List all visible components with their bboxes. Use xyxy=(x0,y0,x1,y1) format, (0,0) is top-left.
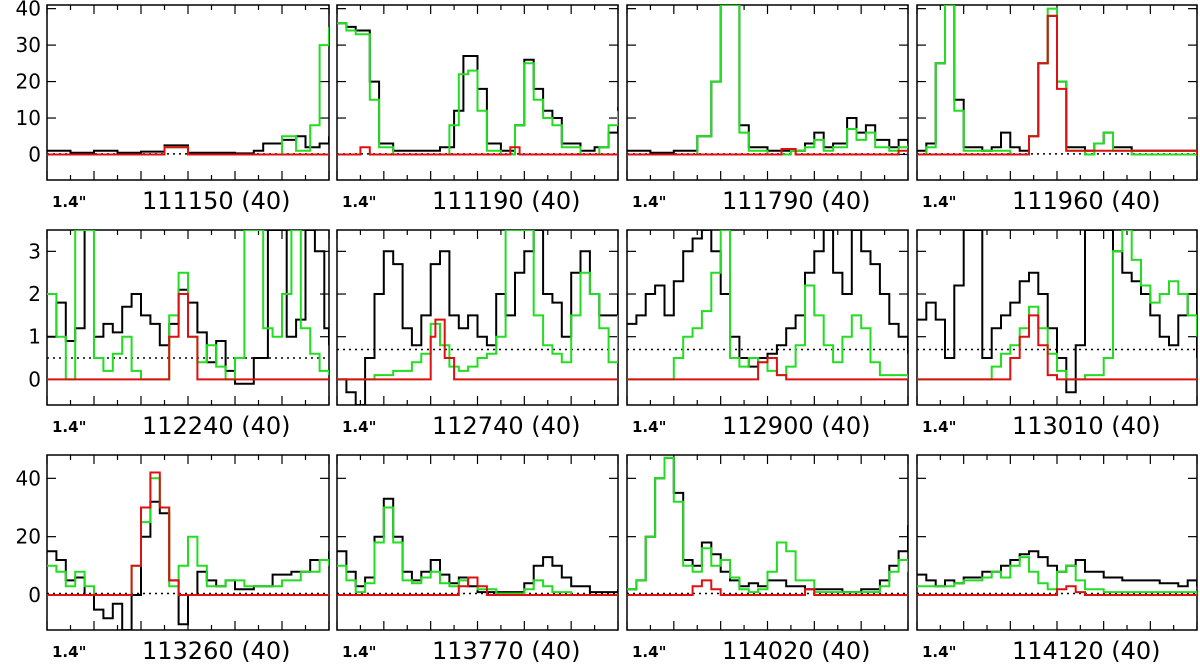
model-total-spectrum xyxy=(47,477,329,596)
panel-plot-area xyxy=(337,22,618,156)
panel-111190: 1.4" 111190 (40) xyxy=(336,4,619,215)
beam-label: 1.4" xyxy=(632,643,666,661)
model-total-spectrum xyxy=(47,26,329,156)
model-species-spectrum xyxy=(47,293,329,381)
beam-label: 1.4" xyxy=(922,193,956,211)
y-tick-label: 10 xyxy=(16,106,41,130)
panel-111960: 1.4" 111960 (40) xyxy=(916,4,1198,215)
panel-114120: 1.4" 114120 (40) xyxy=(916,454,1198,665)
panel-112740: 1.4" 112740 (40) xyxy=(336,229,619,440)
panel-label: 113260 (40) xyxy=(142,637,291,665)
model-species-spectrum xyxy=(917,14,1197,156)
panel-label: 111960 (40) xyxy=(1012,187,1161,215)
model-species-spectrum xyxy=(627,148,908,156)
panel-label: 114120 (40) xyxy=(1012,637,1161,665)
observed-spectrum xyxy=(47,135,329,155)
observed-spectrum xyxy=(337,22,618,152)
model-total-spectrum xyxy=(337,22,618,156)
beam-label: 1.4" xyxy=(632,193,666,211)
panel-plot-area xyxy=(917,550,1197,596)
panel-113770: 1.4" 113770 (40) xyxy=(336,454,619,665)
panel-111150: 0 10 20 30 40 1.4" 111150 (40) xyxy=(16,0,330,215)
panel-114020: 1.4" 114020 (40) xyxy=(626,454,909,665)
panel-plot-area xyxy=(627,5,908,156)
panel-112900: 1.4" 112900 (40) xyxy=(626,229,909,440)
y-tick-label: 0 xyxy=(28,583,41,607)
beam-label: 1.4" xyxy=(632,418,666,436)
panel-113260: 0 20 40 1.4" 113260 (40) xyxy=(16,454,330,665)
panel-plot-area xyxy=(337,230,618,405)
y-tick-label: 20 xyxy=(16,70,41,94)
beam-label: 1.4" xyxy=(922,418,956,436)
model-total-spectrum xyxy=(917,230,1197,381)
beam-label: 1.4" xyxy=(342,418,376,436)
panel-plot-area xyxy=(627,230,908,381)
model-total-spectrum xyxy=(627,456,908,594)
panel-plot-area xyxy=(47,230,329,385)
panel-label: 113010 (40) xyxy=(1012,412,1161,440)
panel-frame xyxy=(626,454,909,631)
model-species-spectrum xyxy=(337,146,618,156)
y-tick-label: 1 xyxy=(28,325,41,349)
model-species-spectrum xyxy=(47,471,329,596)
y-tick-label: 20 xyxy=(16,525,41,549)
observed-spectrum xyxy=(627,230,908,368)
model-total-spectrum xyxy=(337,506,618,596)
panel-plot-area xyxy=(917,230,1197,394)
panel-113010: 1.4" 113010 (40) xyxy=(916,229,1198,440)
model-species-spectrum xyxy=(917,585,1197,596)
panel-plot-area xyxy=(47,471,329,630)
panel-plot-area xyxy=(627,456,908,596)
panel-frame xyxy=(916,454,1198,631)
panel-label: 112740 (40) xyxy=(432,412,581,440)
model-total-spectrum xyxy=(337,230,618,381)
beam-label: 1.4" xyxy=(342,193,376,211)
y-tick-label: 0 xyxy=(28,367,41,391)
panel-112240: 0 1 2 3 1.4" 112240 (40) xyxy=(28,229,330,440)
observed-spectrum xyxy=(627,5,908,154)
panel-label: 112900 (40) xyxy=(722,412,871,440)
panel-plot-area xyxy=(47,26,329,156)
observed-spectrum xyxy=(917,230,1197,394)
beam-label: 1.4" xyxy=(342,643,376,661)
beam-label: 1.4" xyxy=(922,643,956,661)
y-tick-label: 40 xyxy=(16,466,41,490)
model-species-spectrum xyxy=(627,579,908,596)
model-total-spectrum xyxy=(917,556,1197,595)
observed-spectrum xyxy=(337,497,618,594)
panel-plot-area xyxy=(917,5,1197,156)
panel-plot-area xyxy=(337,497,618,596)
panel-label: 111150 (40) xyxy=(142,187,291,215)
model-species-spectrum xyxy=(917,314,1197,381)
y-tick-label: 3 xyxy=(28,239,41,263)
panel-label: 111190 (40) xyxy=(432,187,581,215)
y-tick-label: 30 xyxy=(16,33,41,57)
model-species-spectrum xyxy=(337,576,618,596)
panel-label: 111790 (40) xyxy=(722,187,871,215)
model-total-spectrum xyxy=(627,5,908,156)
y-tick-label: 40 xyxy=(16,0,41,21)
model-species-spectrum xyxy=(337,318,618,381)
model-species-spectrum xyxy=(47,146,329,156)
panel-111790: 1.4" 111790 (40) xyxy=(626,4,909,215)
beam-label: 1.4" xyxy=(52,418,86,436)
y-tick-label: 0 xyxy=(28,142,41,166)
model-species-spectrum xyxy=(627,357,908,381)
observed-spectrum xyxy=(917,550,1197,588)
y-tick-label: 2 xyxy=(28,282,41,306)
panel-label: 112240 (40) xyxy=(142,412,291,440)
panel-label: 113770 (40) xyxy=(432,637,581,665)
panel-label: 114020 (40) xyxy=(722,637,871,665)
beam-label: 1.4" xyxy=(52,643,86,661)
beam-label: 1.4" xyxy=(52,193,86,211)
